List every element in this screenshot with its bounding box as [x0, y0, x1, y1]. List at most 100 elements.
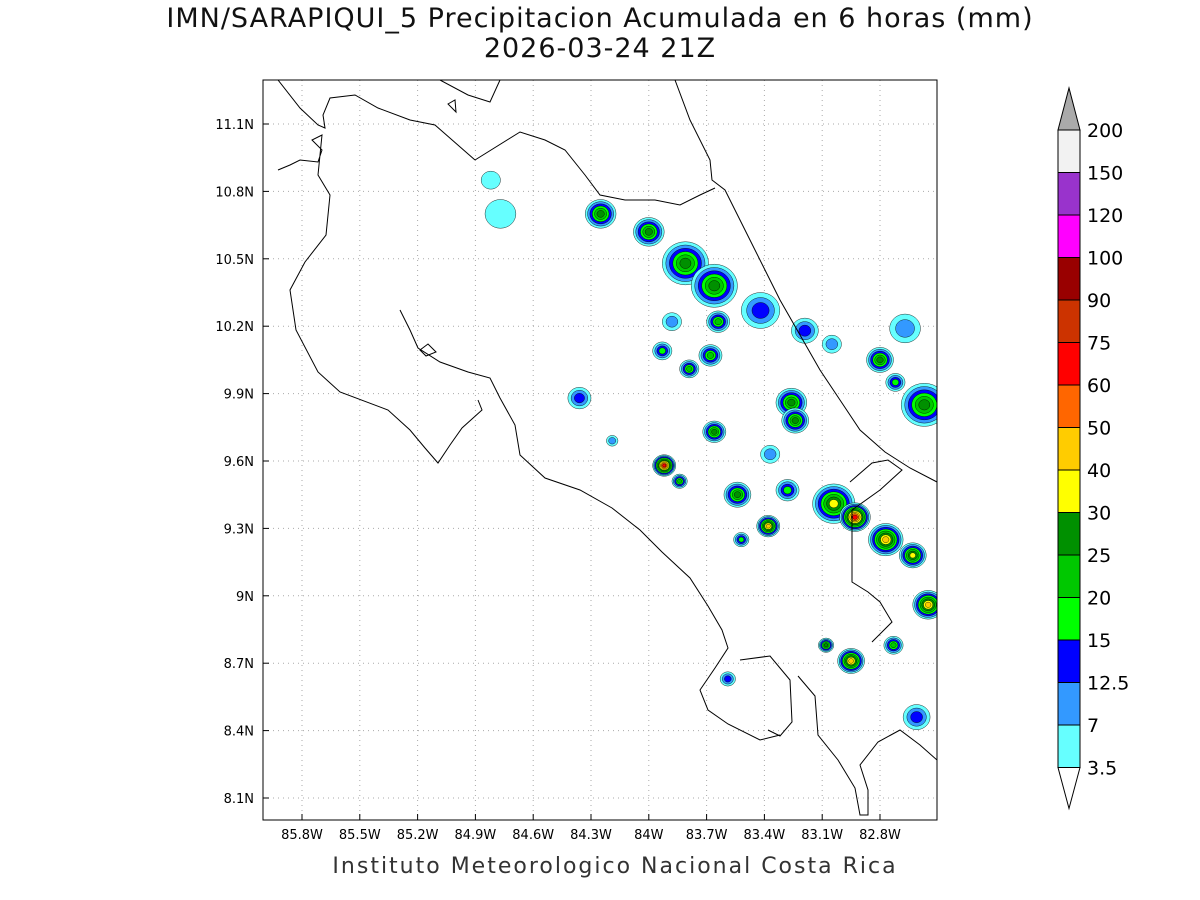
island: [447, 99, 457, 114]
lat-tick-label: 9.3N: [224, 522, 254, 537]
island: [419, 343, 437, 357]
map-title: IMN/SARAPIQUI_5 Precipitacion Acumulada …: [166, 3, 1034, 34]
colorbar-swatch: [1057, 682, 1081, 726]
colorbar-above-triangle: [1057, 86, 1081, 131]
axis-ticks: 85.8W 85.5W 85.2W 84.9W 84.6W 84.3W 84W 83.7W 83…: [215, 118, 901, 843]
lat-tick-label: 10.8N: [215, 185, 254, 200]
panama-border: [849, 459, 903, 643]
colorbar-swatch: [1057, 129, 1081, 173]
lon-tick-label: 82.8W: [859, 828, 901, 843]
colorbar-swatch: [1057, 512, 1081, 556]
colorbar-label: 200: [1087, 120, 1123, 142]
precip-contour: [733, 491, 741, 498]
osa-peninsula: [739, 655, 793, 737]
precip-contour: [895, 319, 915, 338]
precip-contour: [574, 393, 585, 404]
precip-contour: [724, 675, 732, 683]
precip-contour: [783, 486, 792, 495]
colorbar-swatch: [1057, 639, 1081, 683]
colorbar-swatch: [1057, 469, 1081, 513]
precip-contour: [852, 514, 858, 520]
colorbar: 3.5 7 12.5 15 20 25 30 40 50 60 75 90 100 120 150 200: [1057, 86, 1129, 811]
precip-contour: [644, 228, 653, 236]
colorbar-swatch: [1057, 384, 1081, 428]
precip-contour: [596, 210, 605, 218]
precip-contour: [751, 302, 770, 319]
lon-tick-label: 85.2W: [397, 828, 439, 843]
golfito-coast: [797, 675, 937, 816]
nicoya-gulf-coast: [399, 309, 781, 741]
colorbar-label: 3.5: [1087, 758, 1117, 780]
precip-contour: [910, 711, 923, 723]
lat-tick-label: 8.1N: [224, 792, 254, 807]
precip-contour: [891, 379, 899, 386]
colorbar-label: 120: [1087, 205, 1123, 227]
lon-tick-label: 83.4W: [743, 828, 785, 843]
colorbar-swatch: [1057, 342, 1081, 386]
colorbar-swatch: [1057, 214, 1081, 258]
colorbar-label: 7: [1087, 715, 1099, 737]
colorbar-label: 60: [1087, 375, 1111, 397]
nicaragua-coast: [277, 80, 476, 161]
colorbar-label: 75: [1087, 333, 1111, 355]
colorbar-label: 40: [1087, 460, 1111, 482]
colorbar-swatch: [1057, 257, 1081, 301]
lon-tick-label: 84.3W: [570, 828, 612, 843]
colorbar-label: 25: [1087, 545, 1111, 567]
lat-tick-label: 8.4N: [224, 725, 254, 740]
map-valid-time: 2026-03-24 21Z: [483, 33, 717, 64]
colorbar-label: 15: [1087, 630, 1111, 652]
precip-contour: [679, 257, 692, 269]
precip-contour: [798, 324, 812, 337]
colorbar-label: 12.5: [1087, 673, 1129, 695]
precip-contour: [714, 318, 722, 325]
lon-tick-label: 83.7W: [686, 828, 728, 843]
colorbar-swatch: [1057, 597, 1081, 641]
lat-tick-label: 9N: [236, 590, 254, 605]
precip-contour: [662, 463, 667, 468]
gridlines: [263, 80, 937, 820]
colorbar-label: 100: [1087, 248, 1123, 270]
precip-contour: [686, 366, 693, 372]
lon-tick-label: 85.5W: [339, 828, 381, 843]
nicaragua-border: [474, 131, 716, 206]
colorbar-below-triangle: [1057, 767, 1081, 811]
footer-credit: Instituto Meteorologico Nacional Costa R…: [332, 854, 898, 879]
lat-tick-label: 11.1N: [215, 118, 254, 133]
lon-tick-label: 85.8W: [281, 828, 323, 843]
colorbar-swatch: [1057, 172, 1081, 216]
colorbar-swatch: [1057, 299, 1081, 343]
lon-tick-label: 84.6W: [512, 828, 554, 843]
precip-contour: [848, 658, 854, 664]
colorbar-label: 90: [1087, 290, 1111, 312]
precip-contour: [738, 536, 745, 543]
colorbar-swatch: [1057, 427, 1081, 471]
colorbar-swatch: [1057, 554, 1081, 598]
precip-contour: [825, 338, 838, 350]
precip-contour: [711, 428, 718, 435]
precip-contour: [787, 398, 796, 407]
colorbar-swatch: [1057, 724, 1081, 768]
lat-tick-label: 10.5N: [215, 253, 254, 268]
precip-contour: [677, 478, 683, 484]
precip-contour: [791, 417, 799, 424]
precip-contour: [890, 642, 897, 648]
pacific-coast: [277, 134, 483, 464]
caribbean-coast: [674, 80, 937, 483]
precip-contour: [925, 601, 932, 608]
precip-contour: [708, 280, 721, 292]
coastlines: [277, 80, 937, 816]
precip-contour: [823, 643, 829, 648]
lat-tick-label: 8.7N: [224, 657, 254, 672]
precip-contour: [764, 448, 777, 460]
precip-contour: [484, 199, 517, 229]
precip-contour: [608, 437, 616, 445]
precip-contour: [829, 499, 839, 509]
colorbar-label: 50: [1087, 418, 1111, 440]
colorbar-label: 20: [1087, 588, 1111, 610]
precip-contour: [480, 170, 501, 190]
lat-tick-label: 9.6N: [224, 455, 254, 470]
precip-contour: [765, 523, 771, 529]
precip-contour: [882, 536, 890, 543]
